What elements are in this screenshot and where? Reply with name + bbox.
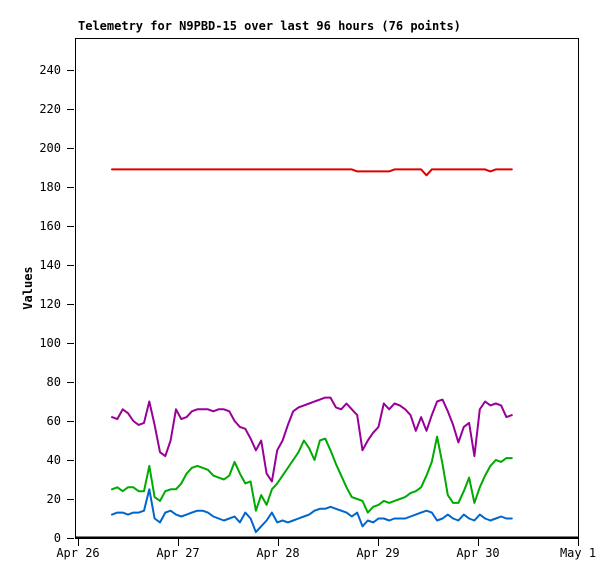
y-tick-label: 100	[39, 336, 61, 350]
x-tick-label: Apr 26	[56, 546, 99, 560]
series-channel-1-red	[111, 168, 513, 177]
y-tick-label: 160	[39, 219, 61, 233]
y-tick-label: 60	[47, 414, 61, 428]
y-tick-label: 80	[47, 375, 61, 389]
series-channel-2-purple	[111, 396, 513, 483]
y-tick-label: 180	[39, 180, 61, 194]
y-axis-label: Values	[21, 266, 35, 309]
y-tick-label: 0	[54, 531, 61, 545]
x-tick-label: Apr 30	[456, 546, 499, 560]
series-channel-4-blue	[111, 488, 513, 534]
y-tick-label: 200	[39, 141, 61, 155]
y-tick-label: 40	[47, 453, 61, 467]
chart-title: Telemetry for N9PBD-15 over last 96 hour…	[78, 19, 461, 33]
series-channel-3-green	[111, 435, 513, 514]
x-tick-label: Apr 28	[256, 546, 299, 560]
x-tick-label: Apr 29	[356, 546, 399, 560]
plot-border	[75, 38, 579, 539]
y-tick-label: 240	[39, 63, 61, 77]
y-tick-label: 20	[47, 492, 61, 506]
x-tick-label: Apr 27	[156, 546, 199, 560]
y-tick-label: 220	[39, 102, 61, 116]
axes-layer: 0 20 40 60 80 100 120 140 160 180 200 220 240 Apr 26 A…	[39, 38, 596, 560]
series-layer	[111, 168, 513, 534]
y-tick-label: 120	[39, 297, 61, 311]
x-tick-label: May 1	[560, 546, 596, 560]
y-tick-label: 140	[39, 258, 61, 272]
